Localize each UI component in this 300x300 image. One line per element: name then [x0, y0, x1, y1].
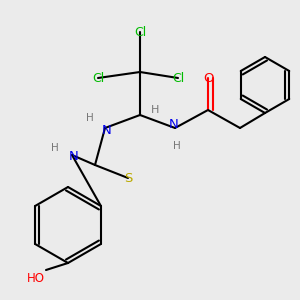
Text: Cl: Cl [92, 71, 104, 85]
Text: HO: HO [27, 272, 45, 284]
Text: N: N [69, 151, 79, 164]
Text: N: N [169, 118, 179, 130]
Text: H: H [151, 105, 159, 115]
Text: Cl: Cl [134, 26, 146, 38]
Text: H: H [86, 113, 94, 123]
Text: S: S [124, 172, 132, 184]
Text: N: N [102, 124, 112, 136]
Text: Cl: Cl [172, 71, 184, 85]
Text: H: H [51, 143, 59, 153]
Text: H: H [173, 141, 181, 151]
Text: O: O [203, 71, 213, 85]
